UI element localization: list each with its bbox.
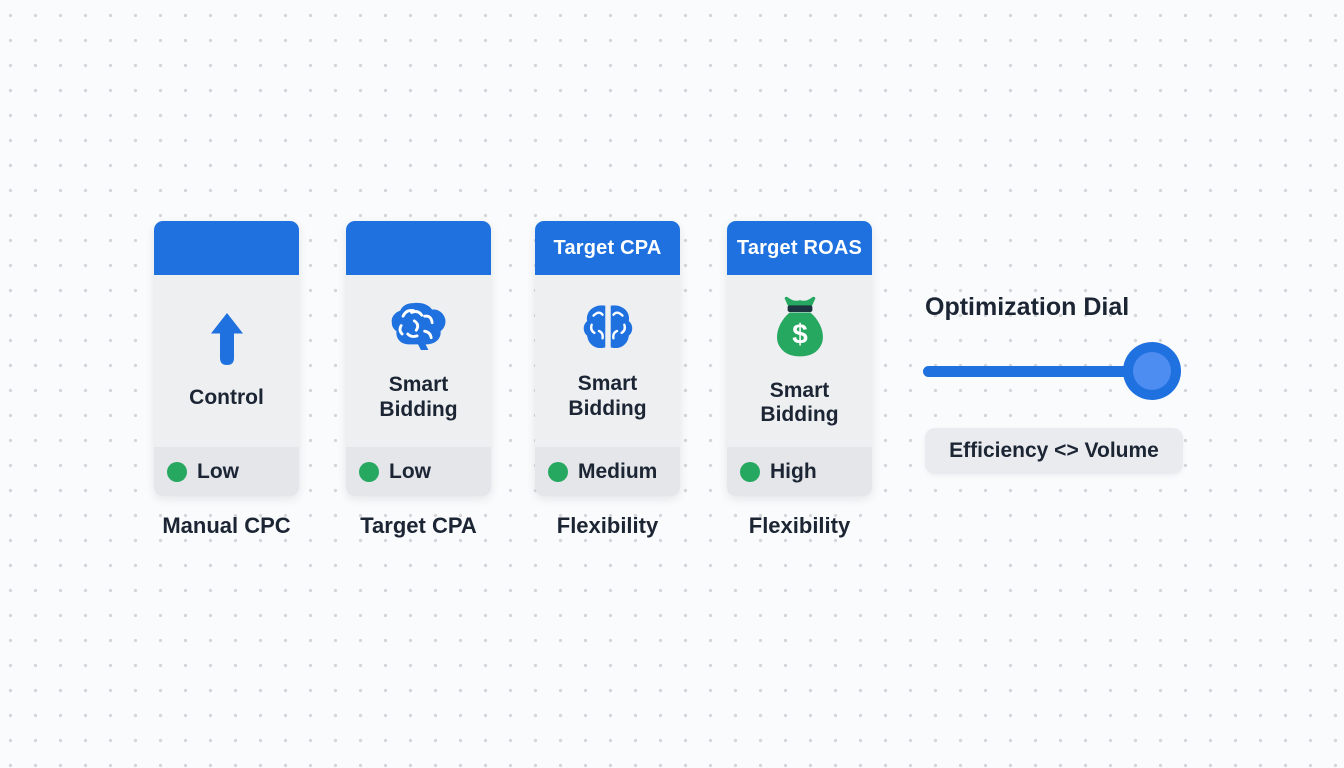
level-badge: High <box>727 447 872 496</box>
level-dot-icon <box>359 461 379 482</box>
money-bag-icon: $ <box>771 295 829 359</box>
slider-knob[interactable] <box>1123 342 1181 400</box>
card-body: Smart Bidding <box>535 275 680 447</box>
dial-range-label: Efficiency <> Volume <box>925 428 1183 474</box>
card-caption: Flexibility <box>748 513 851 538</box>
level-dot-icon <box>548 461 568 482</box>
card: Target CPA <box>535 221 680 496</box>
svg-text:$: $ <box>792 318 808 349</box>
card-header <box>154 221 299 275</box>
card-name: Smart Bidding <box>379 373 458 421</box>
dial-range-label-text: Efficiency <> Volume <box>949 439 1159 462</box>
level-dot-icon <box>167 461 187 482</box>
card-caption: Target CPA <box>360 513 477 538</box>
card-caption: Flexibility <box>556 513 659 538</box>
arrow-up-icon <box>210 312 244 366</box>
card: Control Low <box>154 221 299 496</box>
card-body: Smart Bidding <box>346 275 491 447</box>
card-header-label: Target ROAS <box>736 236 863 259</box>
level-label: High <box>770 459 817 483</box>
level-badge: Low <box>154 447 299 496</box>
brain-side-icon <box>389 300 449 353</box>
level-badge: Low <box>346 447 491 496</box>
card-name: Control <box>189 385 264 409</box>
level-label: Medium <box>578 459 658 483</box>
card: Smart Bidding Low <box>346 221 491 496</box>
card-target-cpa: Smart Bidding Low Target CPA <box>346 221 491 539</box>
card-name: Smart Bidding <box>568 372 647 420</box>
card-header <box>346 221 491 275</box>
card-body: Control <box>154 275 299 447</box>
level-badge: Medium <box>535 447 680 496</box>
card-body: $ Smart Bidding <box>727 275 872 447</box>
card-caption: Manual CPC <box>162 513 291 538</box>
slider-knob-inner <box>1133 352 1171 390</box>
card-header: Target ROAS <box>727 221 872 275</box>
brain-front-icon <box>579 301 637 352</box>
card: Target ROAS $ Smart Bidding High <box>727 221 872 496</box>
dial-title: Optimization Dial <box>925 293 1130 321</box>
slider-track[interactable] <box>923 366 1161 377</box>
level-label: Low <box>197 459 239 483</box>
card-header: Target CPA <box>535 221 680 275</box>
card-flexibility-cpa: Target CPA <box>535 221 680 539</box>
card-manual-cpc: Control Low Manual CPC <box>154 221 299 539</box>
level-dot-icon <box>740 461 760 482</box>
card-name: Smart Bidding <box>760 378 839 426</box>
level-label: Low <box>389 459 431 483</box>
card-flexibility-roas: Target ROAS $ Smart Bidding High Flexibi <box>727 221 872 539</box>
card-header-label: Target CPA <box>553 236 662 259</box>
